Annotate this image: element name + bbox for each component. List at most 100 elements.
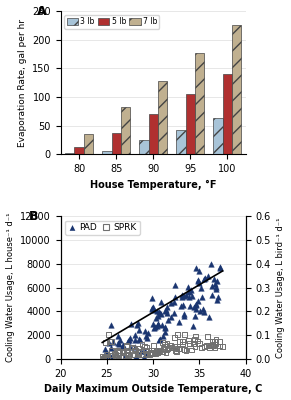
Point: [180, 338, 185, 345]
Y-axis label: Cooling Water Usage, L bird⁻¹ d⁻¹: Cooling Water Usage, L bird⁻¹ d⁻¹: [276, 217, 285, 358]
Point: [163, 329, 168, 335]
Bar: [121, 107, 130, 154]
Point: [162, 341, 167, 347]
Point: [109, 338, 114, 345]
Text: B: B: [29, 210, 39, 223]
Point: [176, 318, 181, 325]
Point: [145, 351, 149, 358]
Point: [117, 352, 121, 358]
Point: [216, 294, 221, 300]
Point: [106, 353, 110, 360]
Point: [192, 337, 196, 343]
Point: [108, 354, 113, 360]
Point: [145, 335, 149, 341]
Point: [109, 344, 113, 351]
Point: [160, 333, 165, 339]
Point: [124, 343, 129, 350]
Point: [142, 348, 147, 354]
Bar: [158, 81, 167, 154]
Bar: [232, 25, 241, 154]
Bar: [223, 74, 232, 154]
Point: [181, 293, 186, 300]
Point: [157, 336, 162, 343]
Point: [209, 292, 214, 298]
Point: [200, 294, 204, 300]
Point: [144, 333, 149, 339]
Point: [158, 299, 163, 305]
Point: [165, 304, 169, 311]
Point: [210, 342, 215, 349]
Point: [103, 355, 108, 361]
Point: [196, 276, 200, 283]
Legend: PAD, SPRK: PAD, SPRK: [65, 220, 139, 235]
Point: [120, 344, 125, 350]
Point: [193, 344, 197, 350]
Point: [101, 355, 106, 362]
Point: [104, 348, 109, 355]
Point: [148, 349, 153, 355]
Point: [212, 276, 217, 282]
Point: [128, 321, 133, 328]
Point: [173, 347, 178, 354]
Point: [213, 341, 218, 347]
Bar: [84, 134, 93, 154]
Point: [155, 349, 160, 356]
Point: [189, 347, 194, 353]
Point: [182, 311, 186, 318]
Bar: [149, 114, 158, 154]
Point: [182, 331, 187, 338]
Point: [123, 352, 128, 358]
Point: [211, 343, 215, 349]
Bar: [186, 94, 195, 154]
Point: [140, 341, 144, 348]
Point: [125, 347, 130, 353]
Point: [121, 350, 126, 356]
Point: [133, 337, 138, 343]
Point: [180, 341, 185, 347]
Point: [137, 327, 142, 333]
Point: [151, 347, 155, 353]
Point: [100, 355, 105, 361]
Point: [163, 308, 168, 314]
Point: [107, 340, 111, 346]
Point: [179, 294, 184, 300]
Bar: [195, 53, 204, 154]
Point: [177, 345, 182, 352]
Point: [166, 317, 171, 323]
Point: [103, 345, 108, 352]
Point: [145, 350, 149, 357]
Point: [213, 344, 217, 351]
Point: [163, 323, 168, 330]
Point: [118, 337, 122, 344]
Point: [207, 314, 211, 320]
Point: [154, 315, 159, 322]
Point: [153, 350, 158, 357]
Point: [135, 322, 139, 328]
Point: [136, 348, 141, 355]
Point: [115, 347, 120, 354]
Point: [150, 350, 155, 356]
Point: [159, 310, 164, 317]
Point: [177, 338, 182, 345]
Point: [194, 265, 198, 271]
Point: [132, 346, 137, 352]
Point: [136, 351, 140, 357]
Point: [153, 324, 157, 330]
Point: [125, 355, 129, 361]
Point: [161, 345, 166, 351]
Point: [156, 321, 160, 327]
Point: [151, 307, 156, 313]
Point: [194, 302, 199, 308]
Point: [217, 338, 221, 344]
Point: [155, 321, 160, 327]
Point: [169, 344, 174, 350]
Point: [169, 299, 174, 306]
Point: [136, 320, 141, 326]
Legend: 3 lb, 5 lb, 7 lb: 3 lb, 5 lb, 7 lb: [64, 15, 159, 28]
Point: [113, 354, 118, 361]
Bar: [176, 130, 186, 154]
Y-axis label: Cooling Water Usage, L house⁻¹ d⁻¹: Cooling Water Usage, L house⁻¹ d⁻¹: [6, 213, 15, 362]
Point: [143, 347, 148, 353]
Point: [154, 347, 158, 354]
Point: [133, 347, 138, 354]
